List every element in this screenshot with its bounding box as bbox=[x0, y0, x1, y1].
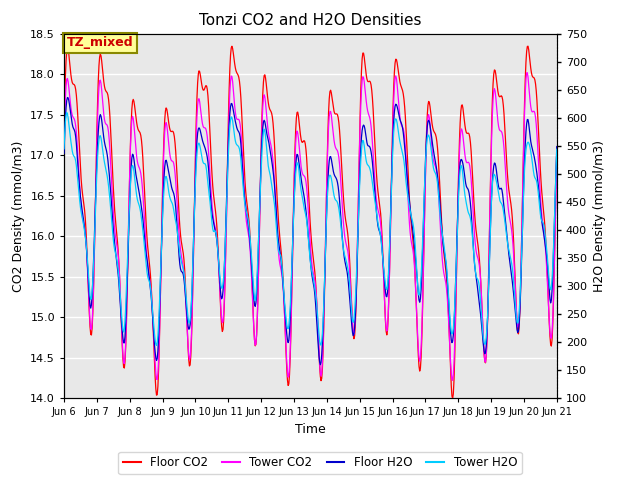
Line: Tower H2O: Tower H2O bbox=[64, 113, 557, 346]
Tower CO2 bbox=[170, 160, 177, 166]
Floor CO2 bbox=[370, 119, 378, 125]
Floor CO2 bbox=[170, 130, 177, 136]
Floor CO2 bbox=[449, 396, 456, 401]
Line: Floor CO2: Floor CO2 bbox=[64, 46, 557, 398]
Tower H2O bbox=[120, 326, 128, 332]
Tower H2O bbox=[153, 343, 161, 348]
Floor CO2 bbox=[69, 81, 77, 87]
Floor H2O bbox=[170, 193, 178, 199]
Title: Tonzi CO2 and H2O Densities: Tonzi CO2 and H2O Densities bbox=[199, 13, 422, 28]
Floor H2O bbox=[317, 362, 324, 368]
Tower H2O bbox=[63, 110, 70, 116]
Floor CO2 bbox=[60, 125, 68, 131]
Tower H2O bbox=[70, 153, 77, 158]
Tower CO2 bbox=[69, 114, 77, 120]
Legend: Floor CO2, Tower CO2, Floor H2O, Tower H2O: Floor CO2, Tower CO2, Floor H2O, Tower H… bbox=[118, 452, 522, 474]
Tower H2O bbox=[60, 146, 68, 152]
Floor CO2 bbox=[196, 69, 204, 75]
Tower CO2 bbox=[120, 360, 127, 365]
Floor CO2 bbox=[553, 144, 561, 150]
Tower H2O bbox=[371, 200, 379, 205]
Tower CO2 bbox=[449, 377, 456, 383]
Line: Floor H2O: Floor H2O bbox=[64, 97, 557, 365]
Floor CO2 bbox=[120, 364, 127, 370]
Line: Tower CO2: Tower CO2 bbox=[64, 72, 557, 380]
Tower CO2 bbox=[553, 154, 561, 160]
Floor H2O bbox=[386, 246, 394, 252]
Tower H2O bbox=[553, 146, 561, 152]
Text: TZ_mixed: TZ_mixed bbox=[67, 36, 133, 49]
Floor H2O bbox=[371, 193, 379, 199]
Tower CO2 bbox=[196, 99, 204, 105]
Floor CO2 bbox=[524, 43, 532, 49]
Y-axis label: CO2 Density (mmol/m3): CO2 Density (mmol/m3) bbox=[12, 140, 25, 292]
Tower CO2 bbox=[524, 70, 531, 75]
Floor H2O bbox=[60, 151, 68, 156]
Y-axis label: H2O Density (mmol/m3): H2O Density (mmol/m3) bbox=[593, 140, 605, 292]
Tower CO2 bbox=[370, 162, 378, 168]
Floor CO2 bbox=[385, 314, 392, 320]
Floor H2O bbox=[196, 128, 204, 134]
Tower CO2 bbox=[385, 312, 392, 318]
Floor H2O bbox=[120, 340, 128, 346]
Tower H2O bbox=[171, 215, 179, 221]
Floor H2O bbox=[553, 144, 561, 149]
Tower CO2 bbox=[60, 140, 68, 145]
Tower H2O bbox=[386, 244, 394, 250]
Floor H2O bbox=[70, 126, 77, 132]
Tower H2O bbox=[197, 150, 205, 156]
X-axis label: Time: Time bbox=[295, 423, 326, 436]
Floor H2O bbox=[63, 95, 71, 100]
